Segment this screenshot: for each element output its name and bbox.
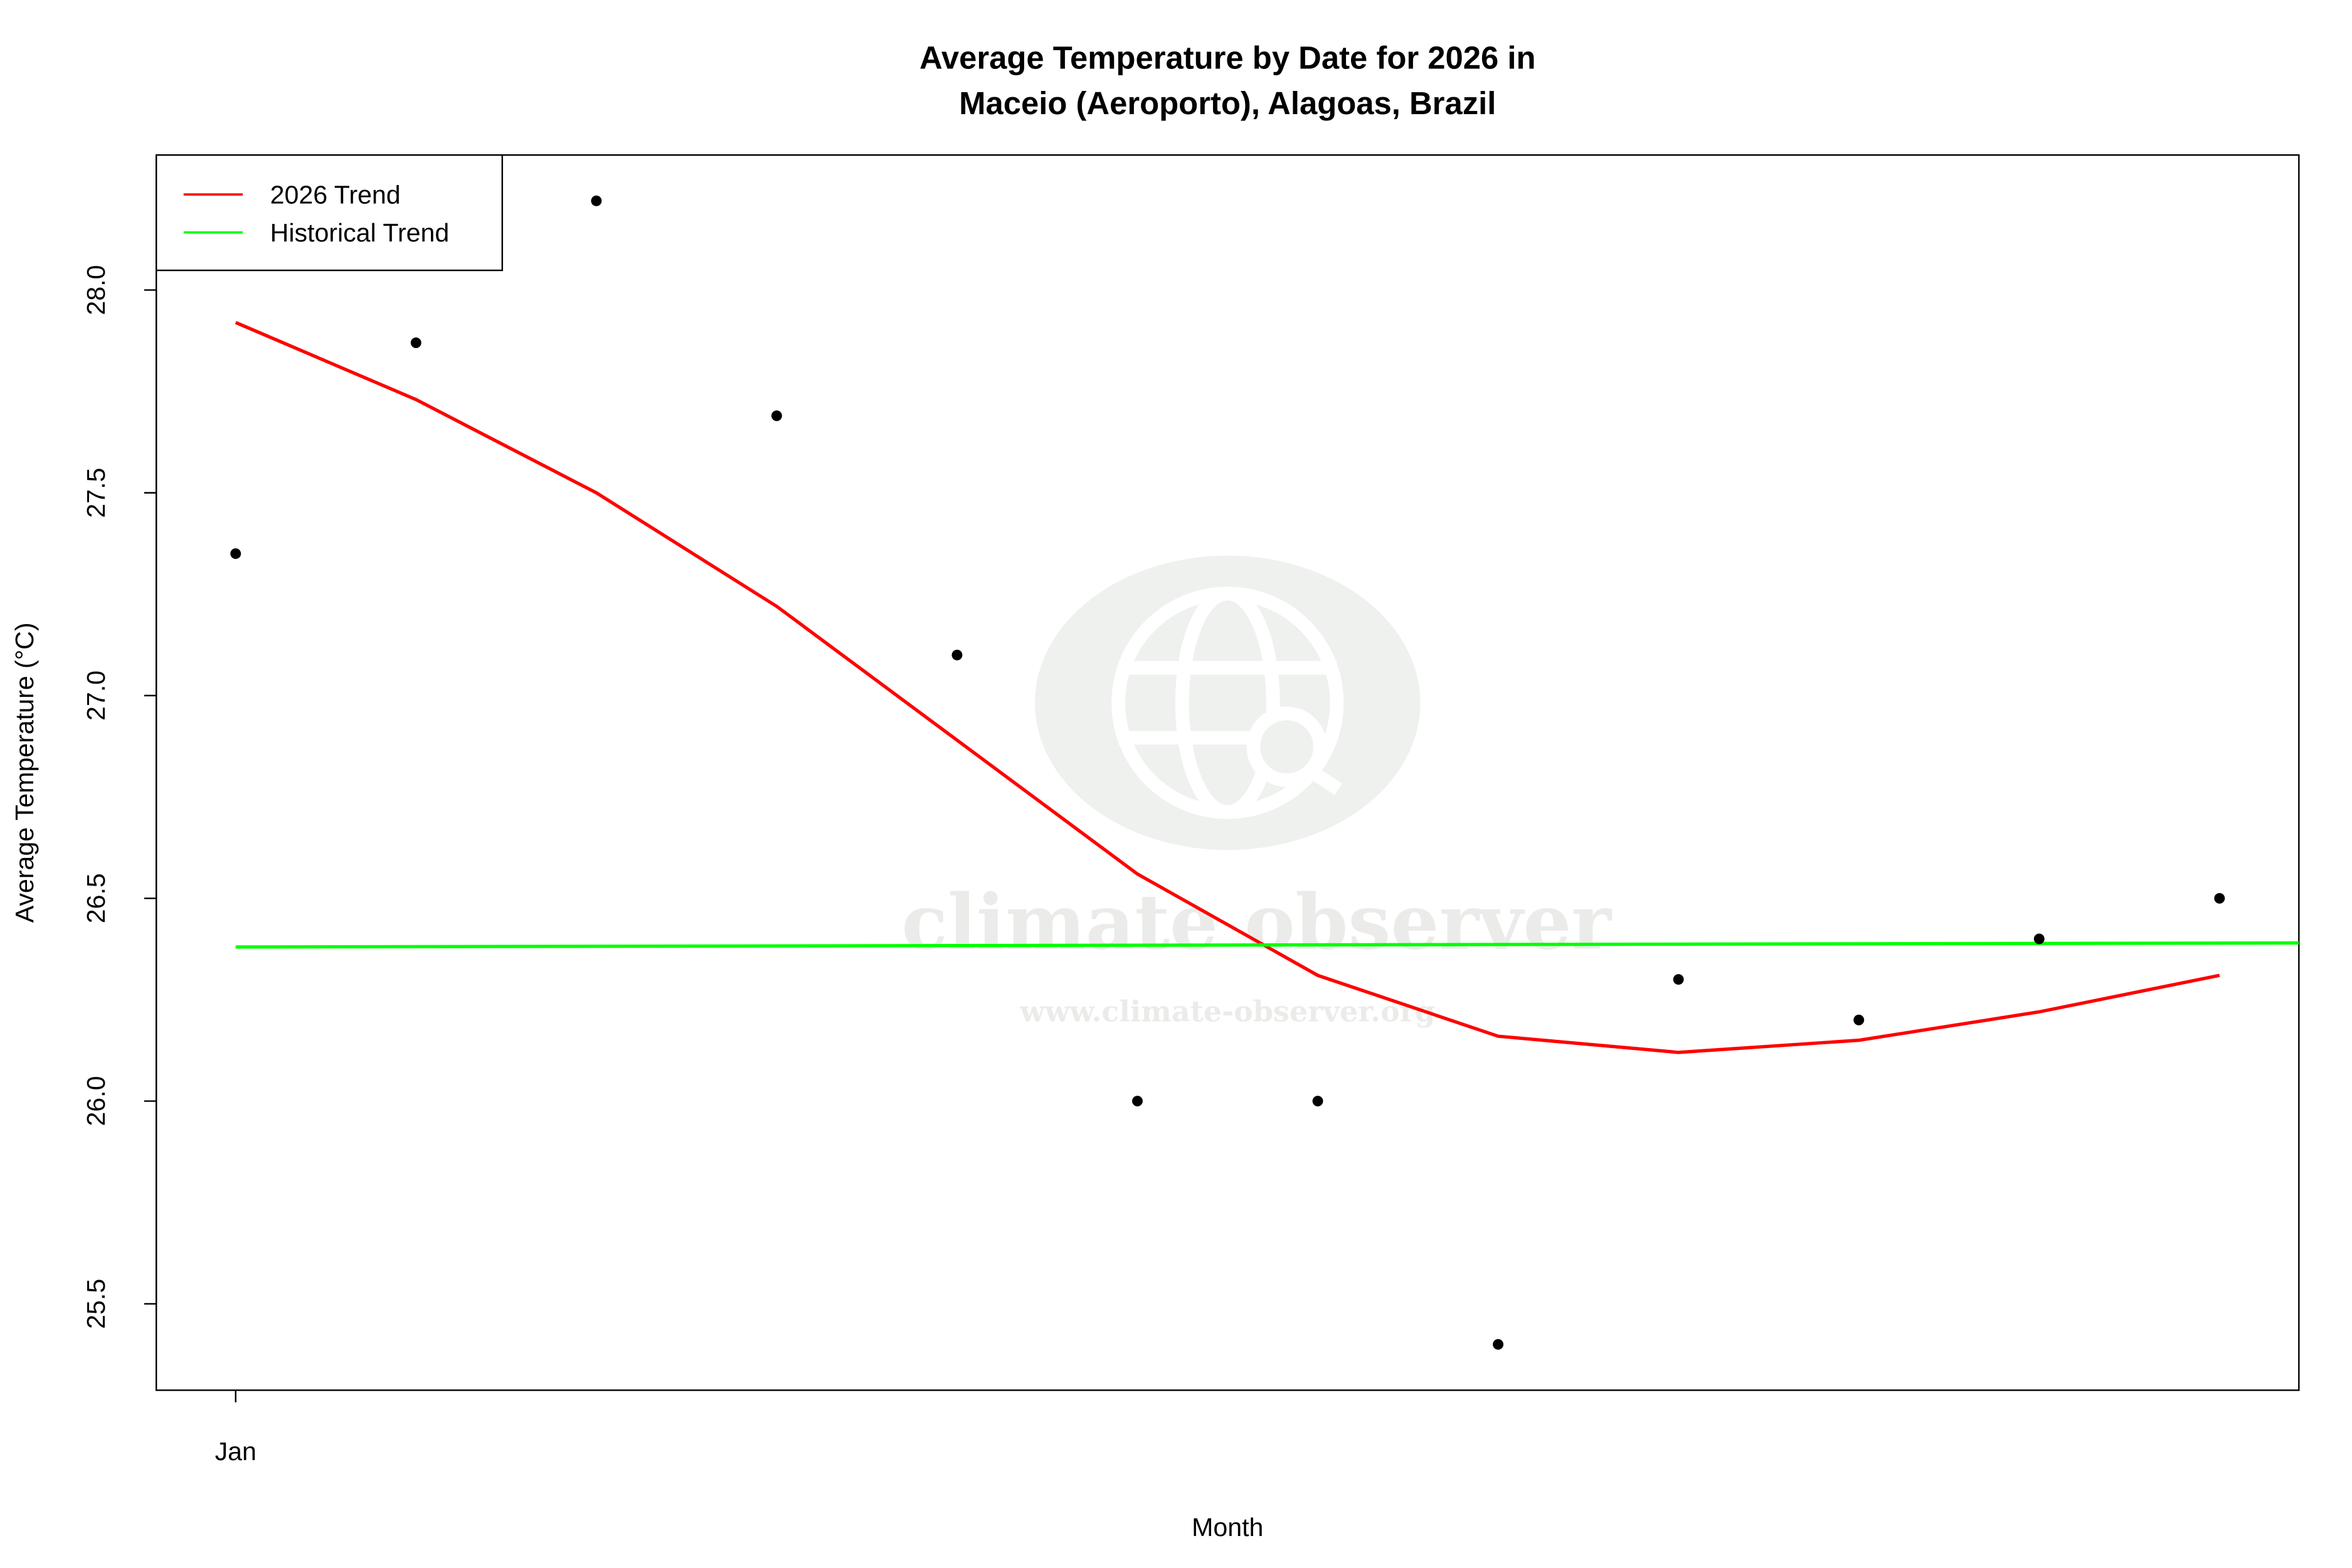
legend-label-historical: Historical Trend	[270, 218, 450, 247]
data-point	[1673, 974, 1684, 985]
y-tick-label: 26.0	[82, 1076, 110, 1126]
watermark: climate observer www.climate-observer.or…	[901, 555, 1612, 1029]
series-line-2026-trend	[235, 320, 2220, 1054]
y-axis-label: Average Temperature (°C)	[10, 622, 39, 923]
data-point	[2033, 933, 2045, 945]
y-axis: 25.5 26.0 26.5 27.0 27.5 28.0	[82, 265, 157, 1329]
watermark-url: www.climate-observer.org	[1019, 995, 1435, 1029]
data-point	[1132, 1096, 1143, 1107]
y-tick-label: 28.0	[82, 265, 110, 315]
chart-title-line1: Average Temperature by Date for 2026 in	[919, 40, 1535, 75]
y-tick-label: 27.5	[82, 468, 110, 518]
legend-box	[155, 154, 504, 272]
data-point	[591, 195, 602, 206]
data-point	[230, 548, 241, 559]
chart-title-line2: Maceio (Aeroporto), Alagoas, Brazil	[959, 85, 1496, 121]
y-tick-label: 25.5	[82, 1279, 110, 1329]
data-point	[951, 649, 963, 660]
x-axis-label: Month	[1192, 1513, 1263, 1542]
data-point	[2214, 893, 2225, 904]
y-tick-label: 27.0	[82, 670, 110, 721]
data-point	[1853, 1014, 1865, 1025]
series-layer	[235, 320, 2299, 1054]
data-point	[771, 410, 782, 421]
data-point	[1493, 1339, 1504, 1350]
y-tick-label: 26.5	[82, 873, 110, 923]
x-axis: Jan	[215, 1390, 257, 1466]
legend-label-2026: 2026 Trend	[270, 181, 401, 209]
legend: 2026 Trend Historical Trend	[155, 154, 504, 272]
series-line-historical-trend	[235, 941, 2299, 949]
data-point	[410, 337, 421, 348]
watermark-name: climate observer	[901, 877, 1612, 967]
points-layer	[230, 195, 2225, 1350]
data-point	[1312, 1096, 1323, 1107]
x-tick-label: Jan	[215, 1437, 257, 1466]
